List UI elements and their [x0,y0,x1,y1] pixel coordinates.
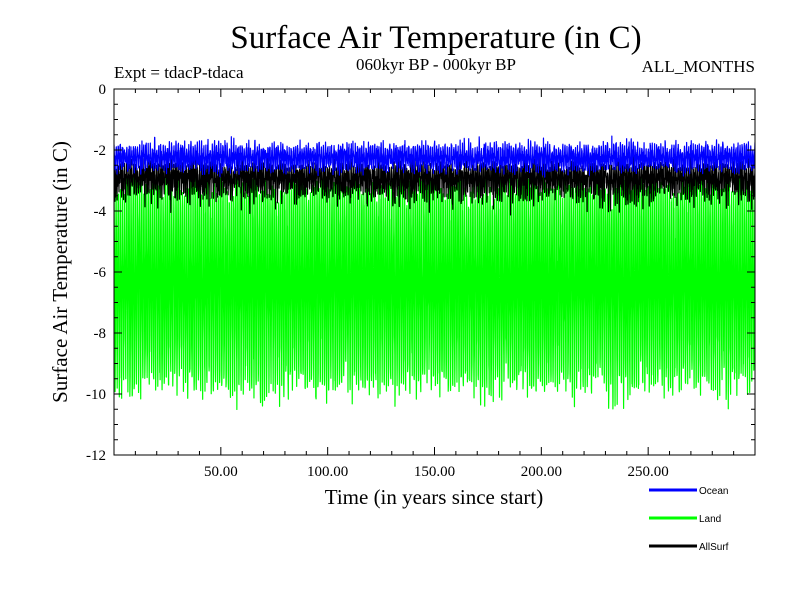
x-tick-label: 200.00 [521,464,562,480]
legend-label-allsurf: AllSurf [699,542,729,553]
y-tick-label: -4 [94,204,107,220]
chart-subtitle: 060kyr BP - 000kyr BP [356,55,516,74]
y-tick-label: -8 [94,326,107,342]
series-line-allsurf [114,154,755,216]
legend: Ocean Land AllSurf [649,486,729,553]
chart-title: Surface Air Temperature (in C) [230,20,641,56]
series-line-land [114,172,755,411]
y-tick-label: 0 [99,82,107,98]
y-tick-label: -6 [94,265,107,281]
y-tick-label: -2 [94,143,107,159]
y-tick-label: -10 [86,387,106,403]
y-tick-label: -12 [86,448,106,464]
legend-label-ocean: Ocean [699,486,728,497]
x-tick-label: 150.00 [414,464,455,480]
x-tick-label: 50.00 [204,464,238,480]
x-tick-label: 250.00 [628,464,669,480]
ticks-layer: 50.00 100.00 150.00 200.00 250.00 0 -2 -4 -6 -8 -1… [86,82,755,480]
experiment-label: Expt = tdacP-tdaca [114,63,244,82]
legend-label-land: Land [699,514,721,525]
x-tick-label: 100.00 [307,464,348,480]
series-layer [114,135,755,411]
months-label: ALL_MONTHS [642,57,755,76]
series-line-ocean [114,135,755,178]
y-axis-label: Surface Air Temperature (in C) [48,141,72,403]
x-axis-label: Time (in years since start) [325,485,544,509]
